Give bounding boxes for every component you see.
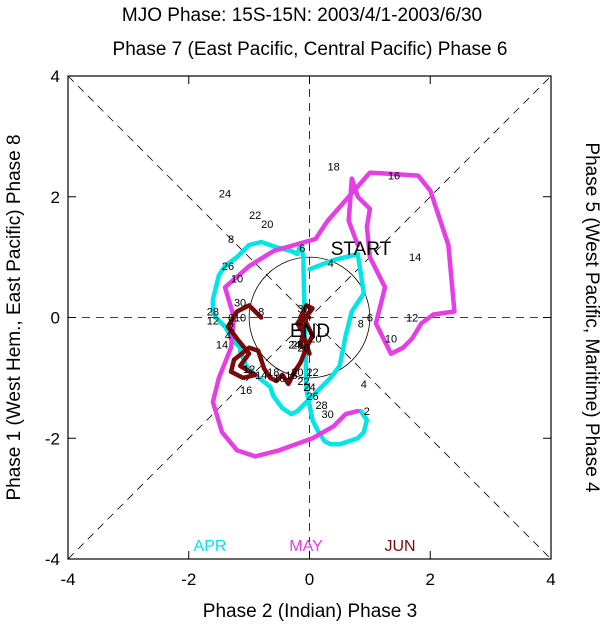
day-label-jun: 30 — [297, 303, 309, 315]
series-line-may — [210, 170, 457, 459]
x-tick-label: 4 — [546, 570, 555, 589]
y-tick-label: 0 — [51, 309, 60, 328]
day-label-jun: 24 — [288, 340, 300, 352]
day-label-may: 16 — [388, 171, 400, 183]
day-label-apr: 16 — [240, 385, 252, 397]
day-label-may: 4 — [361, 379, 367, 391]
day-label-may: 2 — [364, 406, 370, 418]
chart-title: MJO Phase: 15S-15N: 2003/4/1-2003/6/30 — [122, 5, 482, 26]
x-axis-ticks: -4 -2 0 2 4 — [60, 76, 556, 589]
y-tick-label: 4 — [51, 67, 60, 86]
day-label-apr: 22 — [306, 367, 318, 379]
day-label-may: 28 — [207, 306, 219, 318]
day-label-may: 8 — [358, 319, 364, 331]
day-label-apr: 20 — [309, 334, 321, 346]
day-label-apr: 18 — [267, 367, 279, 379]
end-label: END — [290, 321, 330, 342]
day-label-apr: 12 — [207, 316, 219, 328]
series-line-jun — [225, 303, 315, 387]
legend: APR MAY JUN — [194, 538, 416, 555]
day-label-may: 12 — [406, 313, 418, 325]
top-phase-label: Phase 7 (East Pacific, Central Pacific) … — [113, 39, 508, 60]
y-axis-label-left: Phase 1 (West Hem., East Pacific) Phase … — [4, 134, 25, 500]
phase-guides — [67, 75, 552, 560]
day-label-may: 6 — [367, 313, 373, 325]
x-tick-label: 0 — [305, 570, 314, 589]
x-axis-label: Phase 2 (Indian) Phase 3 — [203, 601, 417, 622]
day-label-may: 20 — [261, 219, 273, 231]
day-label-apr: 30 — [321, 409, 333, 421]
y-axis-label-right: Phase 5 (West Pacific, Maritime) Phase 4 — [581, 142, 602, 493]
day-label-may: 14 — [409, 252, 421, 264]
day-label-apr: 6 — [299, 243, 305, 255]
x-tick-label: 2 — [426, 570, 435, 589]
day-label-may: 10 — [385, 334, 397, 346]
y-tick-label: -2 — [45, 429, 60, 448]
series-line-apr — [210, 239, 370, 447]
y-tick-label: -4 — [45, 550, 60, 569]
legend-item-apr: APR — [194, 538, 227, 555]
day-label-may: 24 — [219, 189, 231, 201]
day-label-jun: 26 — [297, 343, 309, 355]
day-label-jun: 28 — [291, 340, 303, 352]
day-label-jun: 2 — [228, 322, 234, 334]
day-label-jun: 14 — [255, 370, 267, 382]
start-label: START — [331, 239, 392, 260]
day-label-apr: 24 — [303, 382, 315, 394]
day-label-may: 22 — [249, 210, 261, 222]
day-label-apr: 10 — [231, 273, 243, 285]
day-label-jun: 10 — [234, 313, 246, 325]
day-label-jun: 12 — [243, 364, 255, 376]
day-label-jun: 22 — [297, 376, 309, 388]
x-tick-label: -2 — [181, 570, 196, 589]
unit-circle — [248, 256, 371, 379]
day-label-jun: 6 — [228, 313, 234, 325]
day-label-apr: 26 — [306, 391, 318, 403]
day-label-may: 18 — [328, 162, 340, 174]
day-label-jun: 18 — [285, 370, 297, 382]
day-label-apr: 8 — [228, 234, 234, 246]
day-label-apr: 4 — [328, 258, 334, 270]
y-tick-label: 2 — [51, 188, 60, 207]
diagonal-line-ascending — [67, 75, 552, 560]
legend-item-jun: JUN — [384, 538, 415, 555]
legend-item-may: MAY — [289, 538, 323, 555]
day-label-jun: 20 — [291, 367, 303, 379]
day-label-jun: 8 — [258, 306, 264, 318]
series-layer — [210, 170, 457, 459]
day-label-apr: 28 — [315, 400, 327, 412]
day-label-may: 26 — [222, 261, 234, 273]
day-label-jun: 4 — [225, 331, 231, 343]
day-label-may: 30 — [234, 297, 246, 309]
day-label-apr: 14 — [216, 340, 228, 352]
day-label-jun: 16 — [273, 373, 285, 385]
x-tick-label: -4 — [60, 570, 75, 589]
